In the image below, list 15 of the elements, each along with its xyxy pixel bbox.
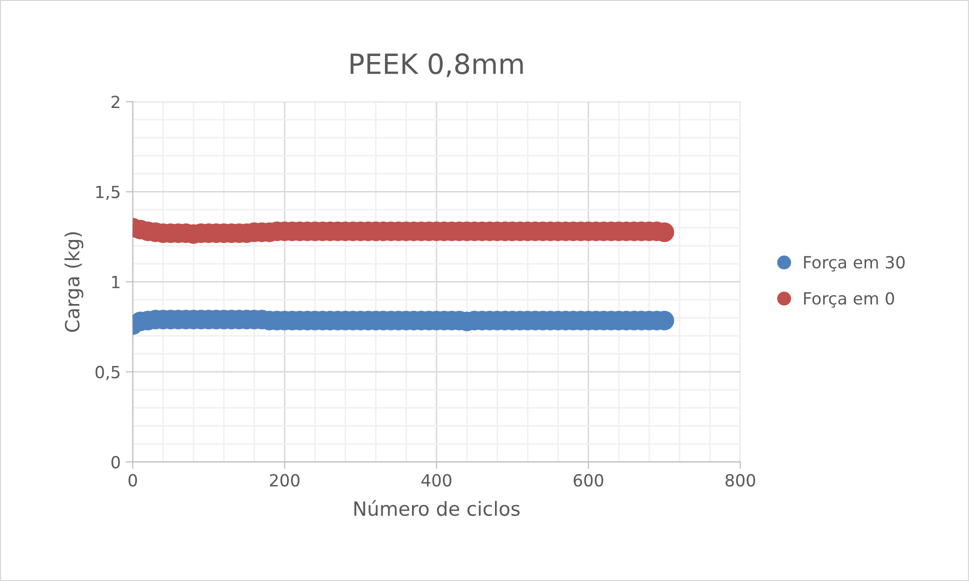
y-tick-label: 0,5	[96, 366, 120, 380]
chart-title: PEEK 0,8mm	[350, 53, 523, 78]
x-axis-title: Número de ciclos	[354, 500, 520, 516]
legend-label: Força em 30	[804, 256, 905, 272]
x-tick-label: 0	[128, 474, 137, 487]
x-tick-label: 400	[421, 474, 452, 487]
legend-label: Força em 0	[804, 292, 894, 308]
x-tick-label: 800	[726, 474, 756, 487]
y-tick-label: 2	[112, 96, 120, 108]
x-tick-label: 600	[574, 474, 604, 487]
y-tick-label: 0	[111, 456, 120, 468]
y-tick-label: 1,5	[96, 186, 120, 200]
y-axis-title: Carga (kg)	[64, 232, 84, 332]
x-tick-label: 200	[270, 474, 300, 487]
y-tick-label: 1	[112, 276, 120, 288]
